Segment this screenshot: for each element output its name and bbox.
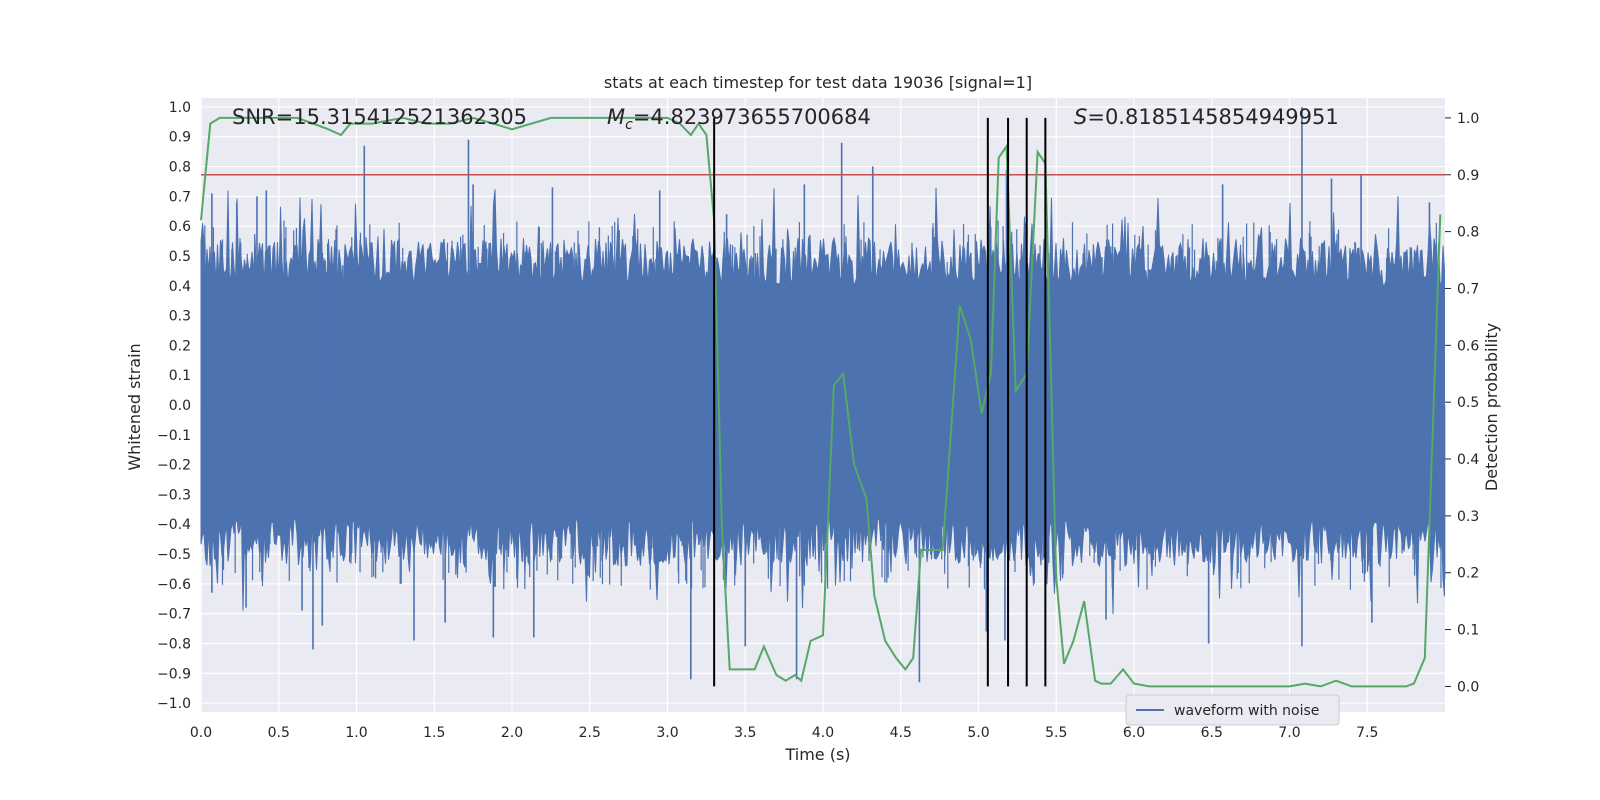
score-symbol: S [1074,105,1087,129]
y2-tick-label: 0.2 [1457,566,1479,582]
x-tick-label: 7.0 [1278,725,1300,741]
score-annotation: S=0.8185145854949951 [1074,105,1339,129]
y-tick-label: −0.2 [157,458,191,474]
y-tick-label: 0.4 [169,279,191,295]
x-axis-label: Time (s) [784,745,850,764]
y-axis-label: Whitened strain [125,343,144,470]
y-tick-label: −0.4 [157,517,191,533]
y-tick-label: 0.8 [169,160,191,176]
legend-box [1125,694,1340,726]
y-tick-label: −0.9 [157,666,191,682]
y2-tick-label: 0.1 [1457,623,1479,639]
y-tick-label: 0.2 [169,338,191,354]
waveform-series [200,106,1446,683]
y-tick-label: 0.1 [169,368,191,384]
y2-tick-label: 0.8 [1457,225,1479,241]
x-axis: 0.0 0.5 1.0 1.5 2.0 2.5 3.0 3.5 4.0 4.5 5.0 5.5 6.0 6… [190,725,1379,741]
probability-line [200,116,1442,688]
chirp-mass-symbol: M [607,105,625,129]
y-tick-label: 0.3 [169,309,191,325]
x-tick-label: 3.5 [734,725,756,741]
x-tick-label: 7.5 [1356,725,1378,741]
y-tick-label: −0.1 [157,428,191,444]
y2-tick-label: 0.0 [1457,679,1479,695]
y2-tick-label: 0.5 [1457,395,1479,411]
score-value: =0.8185145854949951 [1087,105,1338,129]
x-tick-label: 4.5 [890,725,912,741]
x-tick-label: 6.0 [1123,725,1145,741]
y-tick-label: 1.0 [169,100,191,116]
x-tick-label: 1.0 [345,725,367,741]
x-tick-label: 4.0 [812,725,834,741]
marker-vlines [713,117,1047,687]
y-tick-label: 0.0 [169,398,191,414]
chirp-mass-subscript: c [625,117,633,133]
probability-series [200,116,1442,688]
x-tick-label: 0.5 [268,725,290,741]
snr-annotation: SNR=15.315412521362305 [232,105,527,129]
x-tick-label: 2.5 [579,725,601,741]
y2-tick-label: 0.9 [1457,168,1479,184]
x-tick-label: 6.5 [1201,725,1223,741]
y2-tick-label: 0.7 [1457,281,1479,297]
chirp-mass-value: =4.823973655700684 [633,105,871,129]
x-tick-label: 0.0 [190,725,212,741]
y-tick-label: −0.5 [157,547,191,563]
y-tick-label: 0.9 [169,130,191,146]
chart-title: stats at each timestep for test data 190… [604,73,1032,92]
y-tick-label: 0.5 [169,249,191,265]
y-tick-label: 0.6 [169,219,191,235]
y-axis-right: 1.0 0.9 0.8 0.7 0.6 0.5 0.4 0.3 0.2 0.1 0.0 [1445,111,1479,695]
y-axis-left: 1.0 0.9 0.8 0.7 0.6 0.5 0.4 0.3 0.2 0.1 0.0 −0.1 −0.… [157,100,191,712]
x-tick-label: 1.5 [423,725,445,741]
y2-axis-label: Detection probability [1482,323,1501,491]
y-tick-label: −0.8 [157,636,191,652]
x-tick-label: 5.5 [1045,725,1067,741]
x-tick-label: 3.0 [656,725,678,741]
y-tick-label: −0.3 [157,487,191,503]
y-tick-label: −0.7 [157,607,191,623]
y2-tick-label: 0.3 [1457,509,1479,525]
chirp-mass-annotation: Mc=4.823973655700684 [607,105,871,133]
legend-label: waveform with noise [1174,703,1319,719]
y-tick-label: −1.0 [157,696,191,712]
y2-tick-label: 1.0 [1457,111,1479,127]
y2-tick-label: 0.4 [1457,452,1479,468]
x-tick-label: 2.0 [501,725,523,741]
y2-tick-label: 0.6 [1457,338,1479,354]
x-tick-label: 5.0 [967,725,989,741]
legend: waveform with noise [1125,694,1340,726]
y-tick-label: 0.7 [169,189,191,205]
y-tick-label: −0.6 [157,577,191,593]
